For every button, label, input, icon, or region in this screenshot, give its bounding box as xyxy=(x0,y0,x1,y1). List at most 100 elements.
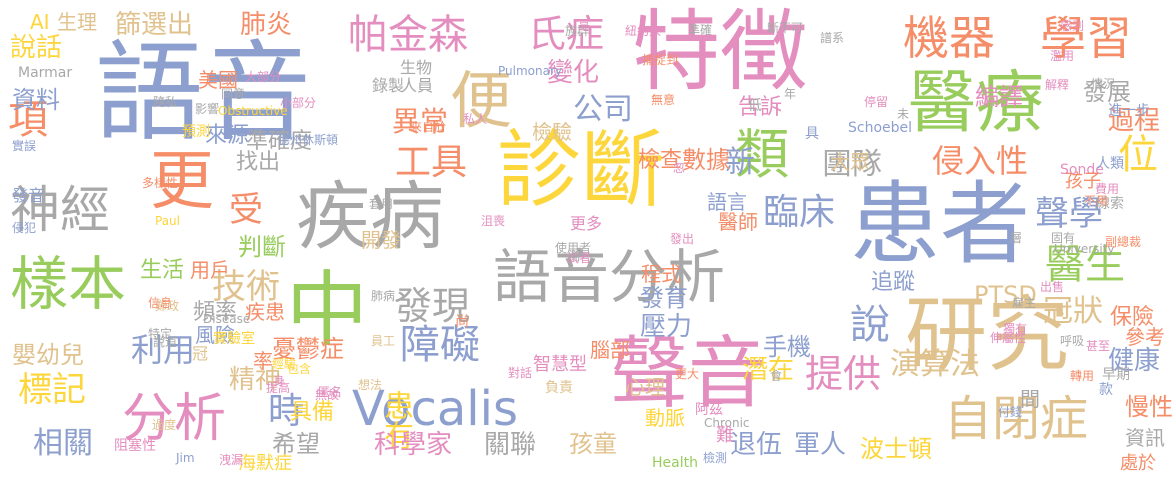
word-yichang: 異常 xyxy=(392,105,449,138)
word-shen: 身 xyxy=(273,374,286,388)
word-yisheng: 醫生 xyxy=(1045,242,1125,288)
word-obstructive: Obstructive xyxy=(218,104,288,118)
word-chushou: 出售 xyxy=(1040,280,1065,294)
word-huanzhe: 患者 xyxy=(850,172,1030,277)
word-fazhan: 發展 xyxy=(1083,78,1131,106)
word-chuyu: 處於 xyxy=(1120,453,1156,474)
word-geng: 更 xyxy=(150,145,214,219)
word-yuyin: 語音 xyxy=(95,31,312,156)
word-taoyong: 套用 xyxy=(369,197,394,211)
word-yuyin-fenxi: 語音分析 xyxy=(493,243,726,311)
word-wugu: 無故 xyxy=(315,388,340,402)
word-jingyan: 經驗 xyxy=(272,357,297,371)
word-gengduo: 更多 xyxy=(570,214,603,233)
word-meiguo: 美國 xyxy=(198,68,238,92)
word-shuodao: 說道 xyxy=(153,335,178,349)
word-zixun: 資訊 xyxy=(1125,426,1165,450)
word-huanyou: 患有 xyxy=(378,390,413,450)
word-baoxian: 保險 xyxy=(1110,305,1155,330)
word-guodu: 過度 xyxy=(152,418,177,432)
word-xinxi: 信息 xyxy=(148,296,173,310)
word-haizi: 孩子 xyxy=(1065,171,1101,192)
word-shizhe: 試者 xyxy=(567,251,592,265)
word-hui: 會 xyxy=(770,369,783,383)
word-qianzai: 潛在 xyxy=(742,355,795,385)
word-guanlian: 關聯 xyxy=(484,430,537,460)
word-dazhong: 大眾 xyxy=(830,150,870,174)
word-pulmonary: Pulmonary xyxy=(498,64,562,78)
word-baohan: 包含 xyxy=(287,362,312,376)
word-qinfan: 侵犯 xyxy=(12,221,37,235)
word-tuiwu: 退伍 xyxy=(730,430,783,460)
word-yingxiang: 影響 xyxy=(195,102,220,116)
word-boshidun: 波士頓 xyxy=(860,435,932,463)
word-xiaobufen: 小部分 xyxy=(280,96,317,110)
word-shenzhi: 甚至 xyxy=(1086,339,1111,353)
word-shiyanshi: 實驗室 xyxy=(213,331,255,347)
word-shengyin: 聲音 xyxy=(610,329,767,419)
word-jibing: 疾病 xyxy=(296,174,444,260)
word-shaixuanchu: 篩選出 xyxy=(115,10,194,40)
word-shizheng: 氏症 xyxy=(528,12,605,56)
word-dongmai: 動脈 xyxy=(645,406,685,430)
word-xin: 新 xyxy=(725,145,755,180)
word-gengda: 更大 xyxy=(675,367,700,381)
word-feiyan: 肺炎 xyxy=(240,10,293,40)
word-hu: 忽 xyxy=(673,161,686,175)
word-yiliao: 醫療 xyxy=(908,64,1045,143)
word-puxi: 譜系 xyxy=(820,31,845,45)
word-jinyibu: 進一步 xyxy=(1108,103,1150,119)
word-gongju: 工具 xyxy=(395,142,468,183)
word-yingyouer: 嬰幼兒 xyxy=(12,341,84,369)
word-paul: Paul xyxy=(155,214,180,228)
word-shenghuo: 生活 xyxy=(140,258,185,283)
word-yangben: 樣本 xyxy=(10,250,127,318)
word-sonde: Sonde xyxy=(1060,162,1104,178)
word-dabufen: 大部分 xyxy=(245,70,282,84)
word-bianyi: 編譯 xyxy=(975,83,1023,111)
word-zusexing: 阻塞性 xyxy=(114,438,156,454)
word-yishi: 醫師 xyxy=(718,210,758,234)
word-zhunquedu: 準確度 xyxy=(246,129,313,154)
word-ju: 具 xyxy=(805,126,819,142)
word-ceng: 層 xyxy=(1010,231,1023,245)
word-fuqian: 付錢 xyxy=(998,405,1023,419)
word-jiqi: 機器 xyxy=(903,11,995,65)
word-jieshi: 解釋 xyxy=(1045,78,1070,92)
word-kexuejia: 科學家 xyxy=(374,430,453,460)
word-xuexi: 學習 xyxy=(1040,11,1132,65)
word-fachu: 發出 xyxy=(670,232,695,246)
word-jishu: 技術 xyxy=(212,267,280,307)
word-ce: 測 xyxy=(568,249,581,263)
word-niuyueren: 紐約人 xyxy=(625,24,662,38)
word-duyou: 獨有 xyxy=(1003,322,1028,336)
word-nian: 年 xyxy=(784,87,797,101)
word-tezheng: 特徵 xyxy=(632,0,809,103)
word-fayin: 發音 xyxy=(12,186,45,205)
word-haitong: 孩童 xyxy=(569,430,617,458)
word-laiziyu: 來自於 xyxy=(410,120,447,134)
word-qingkuang: 情況 xyxy=(1091,77,1116,91)
word-weishuxing: 伸屬性 xyxy=(990,331,1027,345)
word-lv: 率 xyxy=(253,349,273,373)
word-xinli: 心理 xyxy=(625,375,665,399)
word-chengshi: 程式 xyxy=(641,262,681,286)
word-lei: 類 xyxy=(735,123,789,186)
word-tigao: 提高 xyxy=(266,381,291,395)
word-shenjing: 神經 xyxy=(10,181,110,239)
word-duihua: 對話 xyxy=(508,366,533,380)
word-xiang: 項 xyxy=(8,97,48,143)
word-duanbuke: 斷不可 xyxy=(767,21,804,35)
word-guyou: 固有 xyxy=(1051,231,1076,245)
word-teding: 特定 xyxy=(148,327,173,341)
word-shi: 時 xyxy=(268,391,305,432)
word-tongyi: 同意 xyxy=(221,87,246,101)
word-renyuan: 人員 xyxy=(401,76,434,95)
word-zhangai: 障礙 xyxy=(400,322,480,368)
word-xielou: 洩漏 xyxy=(219,453,244,467)
word-guan: 冠 xyxy=(192,344,209,363)
word-duoyangxing: 多樣性 xyxy=(142,176,179,190)
word-liyong: 利用 xyxy=(131,331,196,369)
word-fengxian: 風險 xyxy=(195,323,235,347)
word-zuqun: 族群 xyxy=(565,24,590,38)
